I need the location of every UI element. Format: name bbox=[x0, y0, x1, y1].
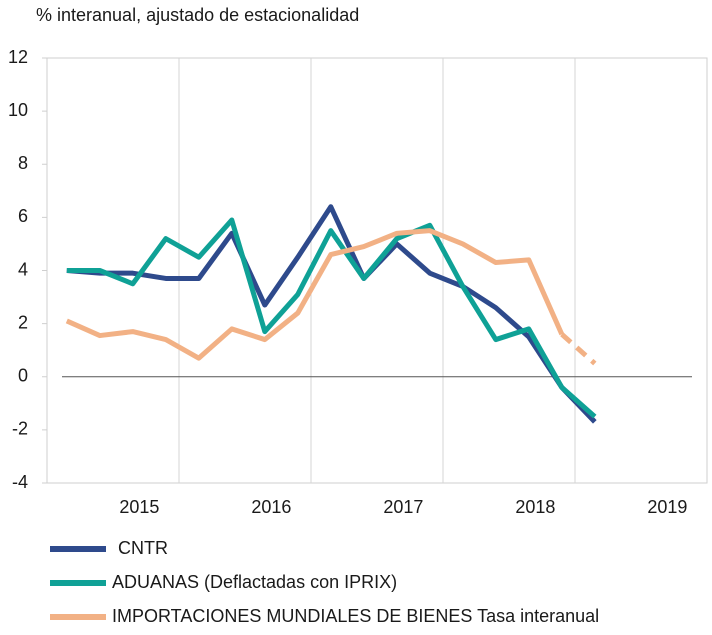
x-tick-label: 2019 bbox=[647, 497, 687, 517]
y-tick-label: -4 bbox=[12, 472, 28, 492]
y-tick-label: 0 bbox=[18, 366, 28, 386]
x-tick-label: 2016 bbox=[251, 497, 291, 517]
x-tick-label: 2017 bbox=[383, 497, 423, 517]
y-tick-label: 8 bbox=[18, 153, 28, 173]
chart-title: % interanual, ajustado de estacionalidad bbox=[36, 5, 359, 25]
x-tick-label: 2018 bbox=[515, 497, 555, 517]
x-tick-label: 2015 bbox=[119, 497, 159, 517]
plot-frame bbox=[46, 57, 708, 484]
legend-label: IMPORTACIONES MUNDIALES DE BIENES Tasa i… bbox=[112, 606, 599, 626]
series-line bbox=[66, 204, 597, 424]
y-tick-label: 6 bbox=[18, 206, 28, 226]
legend-label: CNTR bbox=[118, 538, 168, 558]
y-tick-label: -2 bbox=[12, 419, 28, 439]
series-line-dashed bbox=[560, 332, 597, 366]
series-line bbox=[66, 217, 597, 419]
y-tick-label: 12 bbox=[8, 47, 28, 67]
y-tick-label: 4 bbox=[18, 259, 28, 279]
series-line bbox=[65, 228, 565, 361]
legend-label: ADUANAS (Deflactadas con IPRIX) bbox=[112, 572, 397, 592]
y-tick-label: 10 bbox=[8, 100, 28, 120]
y-tick-label: 2 bbox=[18, 312, 28, 332]
